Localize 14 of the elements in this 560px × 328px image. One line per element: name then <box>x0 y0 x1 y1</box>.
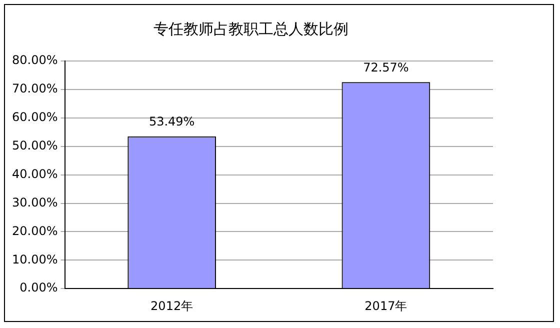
y-tick-label: 0.00% <box>20 280 58 295</box>
chart-title: 专任教师占教职工总人数比例 <box>154 20 348 38</box>
y-tick-label: 20.00% <box>12 224 58 238</box>
y-tick-label: 70.00% <box>12 82 58 96</box>
y-tick-label: 80.00% <box>12 53 58 68</box>
y-tick-label: 60.00% <box>12 110 58 124</box>
x-tick-label: 2017年 <box>364 298 408 313</box>
y-tick-label: 30.00% <box>12 195 58 210</box>
data-label: 53.49% <box>148 114 195 129</box>
y-tick-label: 40.00% <box>12 166 58 181</box>
x-tick-label: 2012年 <box>150 298 194 313</box>
data-label: 72.57% <box>363 60 409 74</box>
y-tick-label: 50.00% <box>12 138 58 152</box>
y-tick-label: 10.00% <box>12 252 58 266</box>
